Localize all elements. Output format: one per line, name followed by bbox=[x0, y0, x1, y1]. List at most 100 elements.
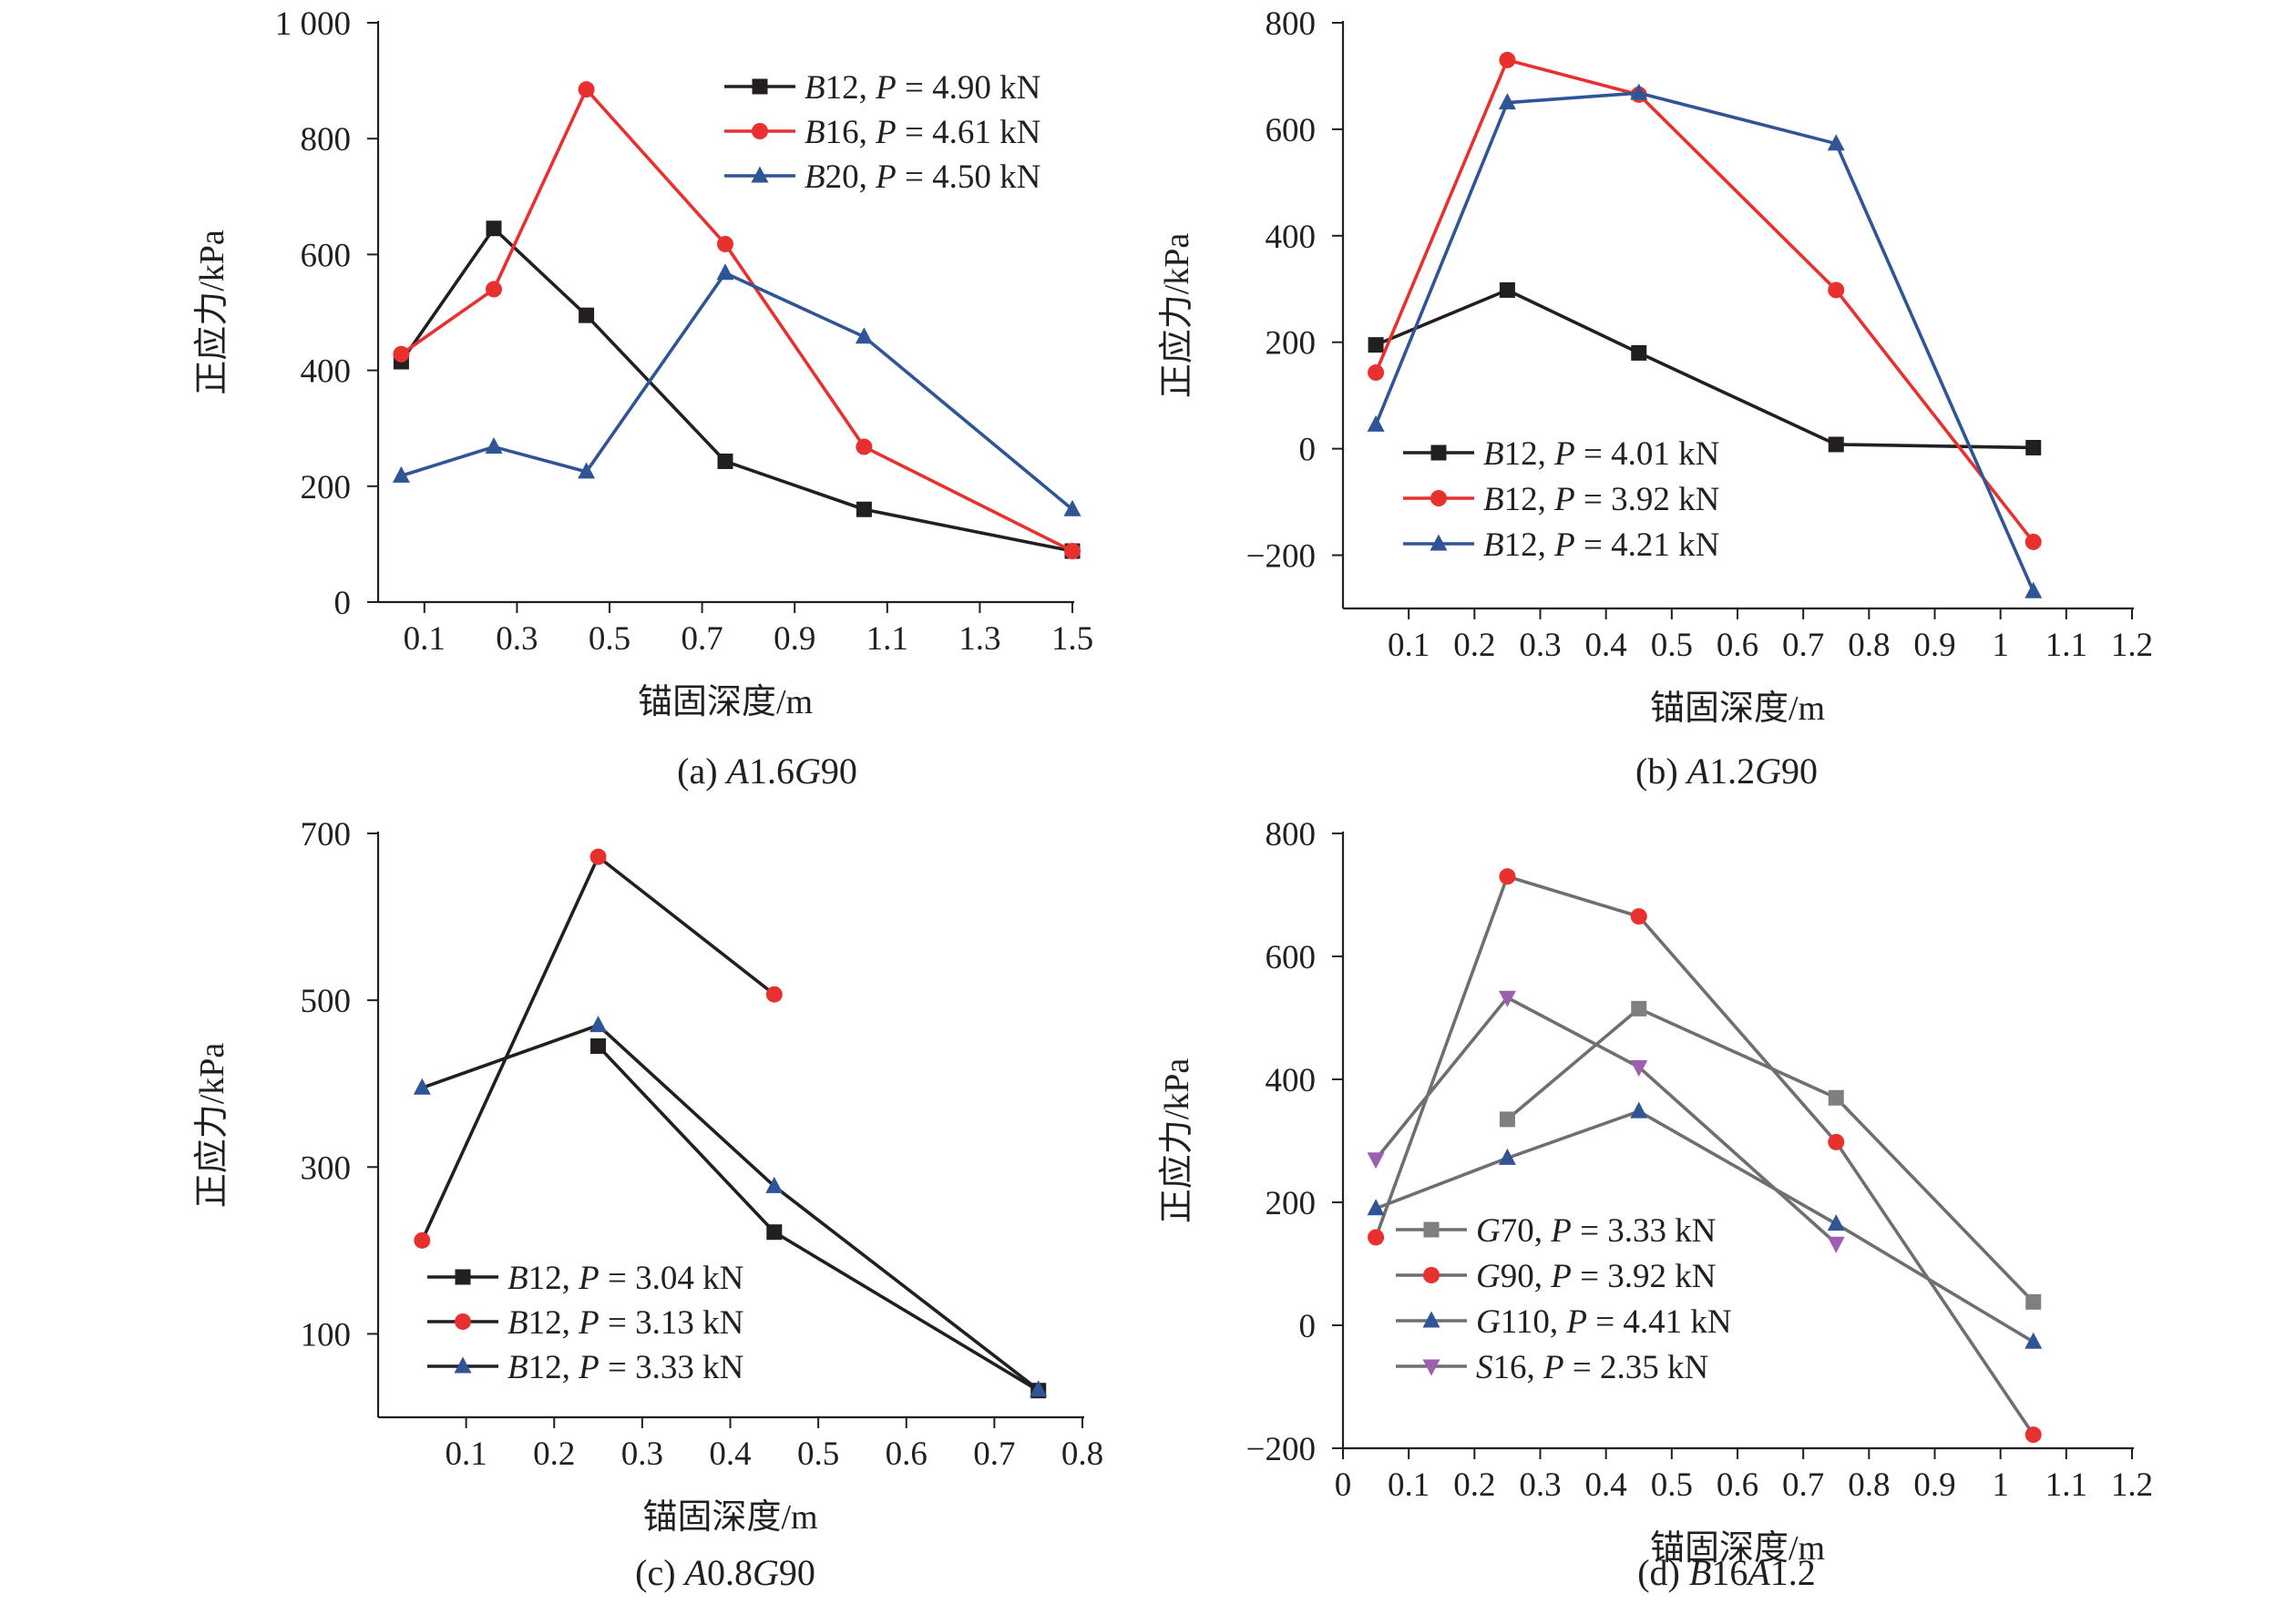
data-point bbox=[1630, 908, 1647, 925]
text-run: 1.2 bbox=[1709, 751, 1755, 792]
y-tick-label: 200 bbox=[301, 469, 352, 506]
data-point bbox=[765, 986, 783, 1003]
caption-prefix: (b) bbox=[1635, 751, 1687, 792]
text-run: B bbox=[507, 1304, 528, 1342]
chart-panel: −200 0 200 400 600 800 0 0.1 0.2 0.3 0.4 0.5 0.6 0.7 0… bbox=[1158, 816, 2153, 1593]
text-run: 90 bbox=[779, 1552, 815, 1593]
text-run: 20, bbox=[825, 158, 876, 196]
data-point bbox=[486, 220, 502, 237]
text-run: G bbox=[794, 751, 821, 792]
text-run: = 3.92 kN bbox=[1575, 481, 1720, 518]
y-axis-label: 正应力/kPa bbox=[193, 1043, 231, 1209]
x-tick-label: 0.9 bbox=[774, 620, 815, 658]
text-run: P bbox=[578, 1260, 600, 1297]
data-point bbox=[579, 307, 595, 323]
y-axis-label: 正应力/kPa bbox=[1158, 233, 1196, 399]
y-tick-label: 800 bbox=[1266, 816, 1317, 853]
text-run: 12, bbox=[825, 69, 876, 107]
x-tick-label: 0.4 bbox=[1585, 627, 1627, 664]
data-point bbox=[590, 1038, 607, 1055]
x-tick-label: 1.2 bbox=[2111, 1466, 2153, 1504]
data-point bbox=[765, 1176, 784, 1193]
data-point bbox=[716, 263, 734, 281]
data-point bbox=[2025, 1293, 2042, 1310]
y-tick-label: 800 bbox=[301, 121, 352, 158]
series-line bbox=[399, 226, 1073, 553]
text-run: P bbox=[1553, 435, 1575, 473]
data-point bbox=[1367, 1152, 1385, 1170]
series bbox=[1367, 1101, 2043, 1349]
x-tick-label: 0.9 bbox=[1913, 1466, 1955, 1504]
legend-entry: B12, P = 3.04 kN bbox=[507, 1260, 743, 1297]
text-run: 90 bbox=[821, 751, 857, 792]
legend-entry: G70, P = 3.33 kN bbox=[1476, 1212, 1716, 1250]
legend-entry: B16, P = 4.61 kN bbox=[805, 114, 1040, 151]
data-point bbox=[2024, 1426, 2042, 1444]
x-tick-label: 0.3 bbox=[621, 1435, 663, 1473]
x-tick-label: 1 bbox=[1992, 1466, 2009, 1504]
series bbox=[413, 1016, 1048, 1397]
series-line bbox=[400, 271, 1074, 511]
text-run: 16 bbox=[1711, 1552, 1748, 1593]
data-point bbox=[1063, 499, 1081, 516]
x-tick-label: 1.1 bbox=[2045, 627, 2087, 664]
legend-entry: G110, P = 4.41 kN bbox=[1476, 1303, 1732, 1341]
legend-marker bbox=[1422, 1311, 1440, 1328]
x-tick-label: 0.5 bbox=[1651, 1466, 1693, 1504]
data-point bbox=[1498, 990, 1516, 1007]
text-run: 12, bbox=[1504, 481, 1555, 518]
legend-entry: G90, P = 3.92 kN bbox=[1476, 1258, 1716, 1295]
data-point bbox=[717, 235, 733, 252]
text-run: 110, bbox=[1501, 1303, 1567, 1341]
x-tick-label: 0.9 bbox=[1913, 627, 1955, 664]
x-tick-label: 0.1 bbox=[404, 620, 446, 658]
data-point bbox=[1367, 414, 1385, 432]
text-run: P bbox=[875, 158, 897, 196]
data-point bbox=[717, 453, 733, 469]
y-tick-label: 200 bbox=[1266, 325, 1317, 363]
data-point bbox=[1630, 1060, 1648, 1077]
text-run: 70, bbox=[1501, 1212, 1552, 1250]
text-run: B bbox=[805, 158, 825, 196]
data-point bbox=[413, 1078, 431, 1095]
y-tick-label: 300 bbox=[301, 1149, 352, 1187]
legend: G70, P = 3.33 kN G90, P = 3.92 kN G110, P … bbox=[1396, 1212, 1732, 1386]
x-tick-label: 1.2 bbox=[2111, 627, 2153, 664]
series bbox=[1367, 83, 2043, 598]
panel-caption: (a) A1.6G90 bbox=[677, 751, 857, 792]
data-point bbox=[1828, 1133, 1845, 1150]
series bbox=[414, 848, 783, 1249]
data-point bbox=[1064, 543, 1081, 560]
data-point bbox=[1498, 1148, 1516, 1165]
series bbox=[392, 263, 1081, 516]
x-tick-label: 1.3 bbox=[958, 620, 1000, 658]
x-tick-label: 0.3 bbox=[1519, 1466, 1561, 1504]
x-tick-label: 0.2 bbox=[1453, 627, 1495, 664]
data-point bbox=[1631, 1000, 1647, 1017]
data-point bbox=[1827, 1236, 1845, 1253]
text-run: G bbox=[1476, 1303, 1501, 1341]
text-run: P bbox=[875, 69, 897, 107]
text-run: G bbox=[1476, 1258, 1501, 1295]
data-point bbox=[856, 438, 873, 455]
data-point bbox=[1498, 93, 1516, 110]
x-tick-label: 0.7 bbox=[1782, 1466, 1824, 1504]
data-point bbox=[1499, 868, 1516, 885]
x-axis-label: 锚固深度/m bbox=[642, 1498, 817, 1537]
data-point bbox=[1631, 344, 1647, 361]
text-run: G bbox=[1476, 1212, 1501, 1250]
x-tick-label: 0.7 bbox=[1782, 627, 1824, 664]
x-tick-label: 1 bbox=[1992, 627, 2009, 664]
text-run: 90, bbox=[1501, 1258, 1552, 1295]
x-tick-label: 0.5 bbox=[589, 620, 630, 658]
x-tick-label: 0 bbox=[1335, 1466, 1352, 1504]
y-tick-label: 1 000 bbox=[275, 5, 351, 43]
x-tick-label: 1.5 bbox=[1051, 620, 1093, 658]
text-run: 16, bbox=[825, 114, 876, 151]
data-point bbox=[1630, 83, 1648, 100]
x-tick-label: 0.4 bbox=[709, 1435, 751, 1473]
legend-entry: B12, P = 4.01 kN bbox=[1483, 435, 1719, 473]
data-point bbox=[2024, 1332, 2043, 1349]
